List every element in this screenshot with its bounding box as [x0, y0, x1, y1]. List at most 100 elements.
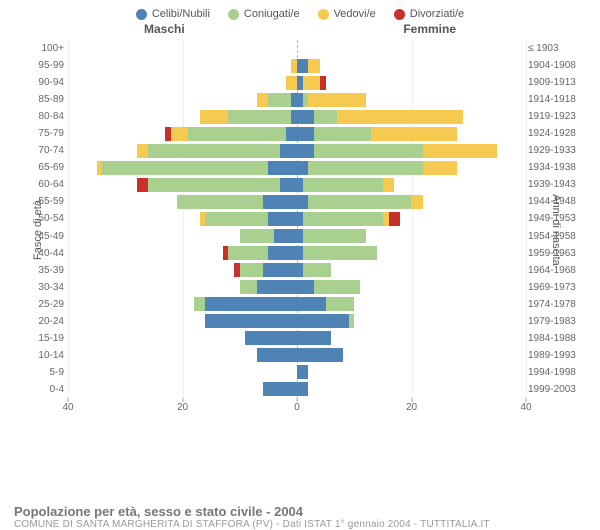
x-axis: 402002040 — [68, 400, 526, 420]
male-bar — [68, 382, 297, 396]
bar-segment — [297, 382, 308, 396]
age-row: 90-941909-1913 — [68, 74, 526, 91]
age-label: 90-94 — [16, 77, 64, 88]
age-label: 70-74 — [16, 145, 64, 156]
bar-segment — [263, 263, 297, 277]
age-row: 10-141989-1993 — [68, 347, 526, 364]
bar-segment — [257, 348, 297, 362]
bar-segment — [297, 365, 308, 379]
female-bar — [297, 195, 526, 209]
birth-label: 1984-1988 — [528, 333, 584, 344]
age-label: 0-4 — [16, 384, 64, 395]
male-bar — [68, 144, 297, 158]
bar-segment — [148, 144, 280, 158]
birth-label: 1989-1993 — [528, 350, 584, 361]
x-tick-label: 20 — [177, 402, 188, 413]
birth-label: 1979-1983 — [528, 316, 584, 327]
birth-label: 1944-1948 — [528, 196, 584, 207]
male-bar — [68, 110, 297, 124]
bar-segment — [308, 59, 319, 73]
age-label: 80-84 — [16, 111, 64, 122]
female-bar — [297, 229, 526, 243]
male-bar — [68, 365, 297, 379]
bar-segment — [326, 297, 355, 311]
bar-segment — [303, 229, 366, 243]
bar-segment — [188, 127, 285, 141]
legend-label: Divorziati/e — [410, 8, 464, 20]
bar-segment — [297, 110, 314, 124]
female-bar — [297, 42, 526, 56]
age-label: 40-44 — [16, 248, 64, 259]
age-label: 5-9 — [16, 367, 64, 378]
bar-segment — [286, 76, 297, 90]
bar-segment — [314, 127, 371, 141]
bar-segment — [297, 348, 343, 362]
age-label: 15-19 — [16, 333, 64, 344]
age-row: 80-841919-1923 — [68, 108, 526, 125]
legend-swatch — [228, 9, 239, 20]
female-bar — [297, 212, 526, 226]
bar-segment — [337, 110, 463, 124]
male-bar — [68, 314, 297, 328]
bar-segment — [228, 110, 291, 124]
age-row: 20-241979-1983 — [68, 313, 526, 330]
female-bar — [297, 314, 526, 328]
age-label: 50-54 — [16, 213, 64, 224]
age-label: 55-59 — [16, 196, 64, 207]
bar-segment — [314, 280, 360, 294]
legend-item: Celibi/Nubili — [136, 8, 210, 20]
female-bar — [297, 348, 526, 362]
male-bar — [68, 59, 297, 73]
bar-segment — [308, 161, 423, 175]
female-bar — [297, 331, 526, 345]
bar-segment — [314, 144, 423, 158]
bar-segment — [297, 314, 349, 328]
female-bar — [297, 127, 526, 141]
age-row: 100+≤ 1903 — [68, 40, 526, 57]
bar-segment — [240, 229, 274, 243]
bar-segment — [349, 314, 355, 328]
age-row: 30-341969-1973 — [68, 279, 526, 296]
bar-segment — [148, 178, 280, 192]
bar-segment — [320, 76, 326, 90]
age-label: 20-24 — [16, 316, 64, 327]
bar-segment — [268, 93, 291, 107]
x-tick-label: 20 — [406, 402, 417, 413]
bar-segment — [268, 212, 297, 226]
female-bar — [297, 59, 526, 73]
bar-segment — [423, 161, 457, 175]
bar-segment — [257, 93, 268, 107]
male-bar — [68, 246, 297, 260]
legend-label: Coniugati/e — [244, 8, 300, 20]
male-bar — [68, 263, 297, 277]
bar-segment — [297, 280, 314, 294]
female-bar — [297, 297, 526, 311]
bar-segment — [268, 246, 297, 260]
age-row: 45-491954-1958 — [68, 228, 526, 245]
x-tick-label: 40 — [520, 402, 531, 413]
bar-segment — [240, 263, 263, 277]
x-tick-label: 40 — [62, 402, 73, 413]
birth-label: 1934-1938 — [528, 162, 584, 173]
birth-label: 1914-1918 — [528, 94, 584, 105]
birth-label: 1949-1953 — [528, 213, 584, 224]
age-label: 60-64 — [16, 179, 64, 190]
age-row: 85-891914-1918 — [68, 91, 526, 108]
birth-label: 1964-1968 — [528, 265, 584, 276]
bar-segment — [268, 161, 297, 175]
age-row: 50-541949-1953 — [68, 210, 526, 227]
bar-segment — [297, 127, 314, 141]
bar-segment — [297, 195, 308, 209]
legend-item: Vedovi/e — [318, 8, 376, 20]
age-label: 100+ — [16, 43, 64, 54]
age-row: 95-991904-1908 — [68, 57, 526, 74]
bar-segment — [286, 127, 297, 141]
age-row: 15-191984-1988 — [68, 330, 526, 347]
legend-label: Vedovi/e — [334, 8, 376, 20]
chart-subtitle: COMUNE DI SANTA MARGHERITA DI STAFFORA (… — [14, 519, 586, 530]
female-bar — [297, 280, 526, 294]
birth-label: 1994-1998 — [528, 367, 584, 378]
bar-segment — [280, 178, 297, 192]
bar-segment — [308, 93, 365, 107]
legend: Celibi/Nubili Coniugati/e Vedovi/e Divorzia… — [14, 8, 586, 20]
